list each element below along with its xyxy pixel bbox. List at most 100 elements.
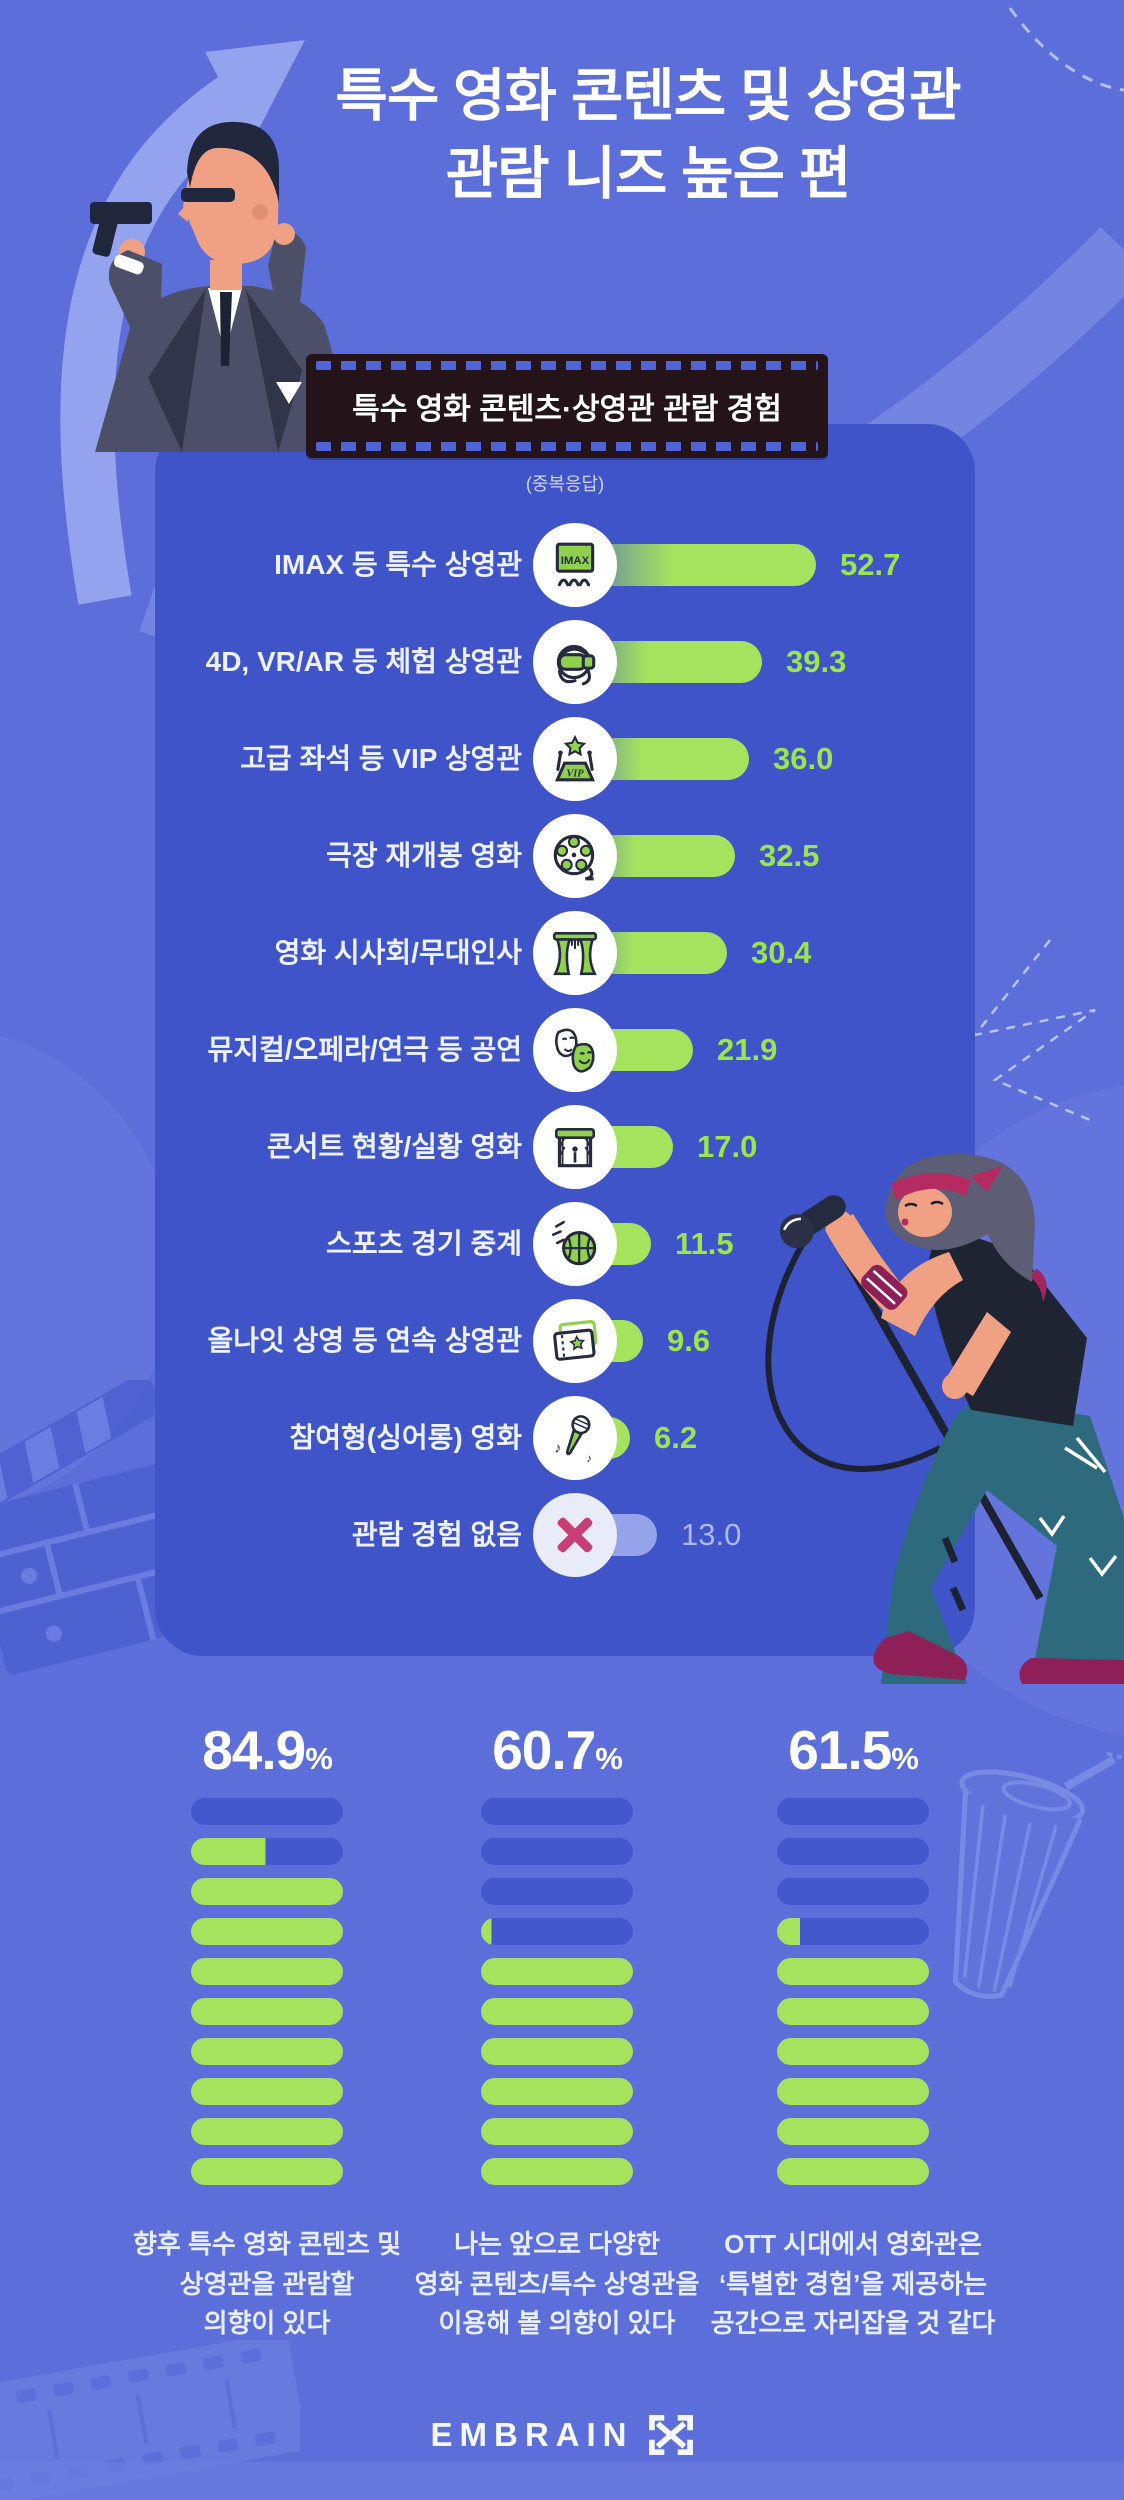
battery-pill	[191, 1918, 343, 1945]
category-row: IMAX 등 특수 상영관 52.7 IMAX	[0, 517, 1124, 613]
category-label: 고급 좌석 등 VIP 상영관	[240, 743, 522, 775]
battery-caption: OTT 시대에서 영화관은 ‘특별한 경험’을 제공하는 공간으로 자리잡을 것 같…	[693, 2225, 1013, 2344]
bottom-band-decoration	[0, 2462, 1124, 2500]
category-label: 올나잇 상영 등 연속 상영관	[207, 1325, 522, 1357]
category-value: 11.5	[675, 1226, 734, 1261]
battery-pill	[777, 1838, 929, 1865]
battery-percent-number: 61.5	[788, 1719, 892, 1781]
category-value: 17.0	[697, 1129, 758, 1164]
battery-caption-line: ‘특별한 경험’을 제공하는	[718, 2268, 988, 2299]
battery-pill	[191, 1798, 343, 1825]
svg-text:VIP: VIP	[566, 769, 584, 780]
battery-pill	[777, 1918, 929, 1945]
multiple-response-note: (중복응답)	[525, 474, 605, 494]
page-title-line2: 관람 니즈 높은 편	[445, 141, 852, 206]
battery-caption-line: 의향이 있다	[203, 2308, 331, 2339]
battery-pill	[481, 2158, 633, 2185]
category-label: 참여형(싱어롱) 영화	[289, 1422, 522, 1454]
vr-headset-icon	[533, 620, 617, 704]
battery-caption-line: 공간으로 자리잡을 것 같다	[710, 2308, 996, 2339]
section-badge-filmstrip: 특수 영화 콘텐츠·상영관 관람 경험	[306, 354, 828, 458]
battery-pill	[777, 1998, 929, 2025]
embrain-arrows-icon	[648, 2414, 693, 2456]
category-value: 32.5	[759, 838, 820, 873]
category-row: 콘서트 현황/실황 영화 17.0	[0, 1099, 1124, 1195]
stage-curtain-icon	[533, 911, 617, 995]
battery-pill	[191, 2078, 343, 2105]
category-value: 13.0	[681, 1517, 742, 1552]
battery-pill	[777, 2078, 929, 2105]
category-value: 30.4	[751, 935, 812, 970]
battery-pill	[191, 1878, 343, 1905]
category-row: 극장 재개봉 영화 32.5	[0, 808, 1124, 904]
battery-pill	[481, 1958, 633, 1985]
battery-pill	[191, 2038, 343, 2065]
battery-percent: 60.7%	[397, 1718, 717, 1782]
battery-percent-unit: %	[891, 1741, 919, 1776]
battery-caption-line: 이용해 볼 의향이 있다	[438, 2308, 676, 2339]
x-icon	[533, 1493, 617, 1577]
footer: EMBRAIN	[0, 2414, 1124, 2456]
basketball-icon	[533, 1202, 617, 1286]
category-label: 영화 시사회/무대인사	[274, 937, 522, 969]
battery-chart: 84.9% 향후 특수 영화 콘텐츠 및 상영관을 관람할 의향이 있다	[107, 1718, 427, 2344]
battery-pill	[481, 2078, 633, 2105]
battery-pill	[777, 2118, 929, 2145]
category-row: 4D, VR/AR 등 체험 상영관 39.3	[0, 614, 1124, 710]
ticket-icon	[533, 1299, 617, 1383]
imax-screen-icon: IMAX	[533, 523, 617, 607]
category-value: 6.2	[654, 1420, 698, 1455]
category-value: 9.6	[667, 1323, 711, 1358]
category-value: 39.3	[786, 644, 847, 679]
battery-pill	[481, 1998, 633, 2025]
battery-pill	[191, 1998, 343, 2025]
battery-pill	[481, 1918, 633, 1945]
filmstrip-sprockets-top	[316, 361, 818, 370]
microphone-icon: ♪ ♪	[533, 1396, 617, 1480]
battery-pill	[481, 1798, 633, 1825]
battery-percent: 84.9%	[107, 1718, 427, 1782]
theater-masks-icon	[533, 1008, 617, 1092]
filmstrip-sprockets-bottom	[316, 442, 818, 451]
category-label: 뮤지컬/오페라/연극 등 공연	[207, 1034, 522, 1066]
battery-pill	[191, 2158, 343, 2185]
battery-caption-line: 영화 콘텐츠/특수 상영관을	[414, 2268, 700, 2299]
battery-pill	[777, 1798, 929, 1825]
vip-seat-icon: VIP	[533, 717, 617, 801]
svg-text:IMAX: IMAX	[561, 555, 590, 567]
category-label: 콘서트 현황/실황 영화	[266, 1131, 522, 1163]
battery-pills	[191, 1798, 343, 2185]
svg-text:♪: ♪	[586, 1453, 592, 1465]
battery-percent-unit: %	[595, 1741, 623, 1776]
battery-percent-number: 60.7	[492, 1719, 596, 1781]
battery-pill	[481, 2038, 633, 2065]
battery-pill	[481, 1878, 633, 1905]
category-row: 참여형(싱어롱) 영화 6.2 ♪ ♪	[0, 1390, 1124, 1486]
battery-pill	[777, 2158, 929, 2185]
category-value: 21.9	[717, 1032, 778, 1067]
brand-logo-text: EMBRAIN	[430, 2416, 634, 2453]
battery-caption-line: 나는 앞으로 다양한	[454, 2229, 660, 2259]
battery-pill	[191, 2118, 343, 2145]
concert-stage-icon	[533, 1105, 617, 1189]
battery-percent-number: 84.9	[202, 1719, 306, 1781]
page-title-line1: 특수 영화 콘텐츠 및 상영관	[335, 64, 961, 128]
category-row: 뮤지컬/오페라/연극 등 공연 21.9	[0, 1002, 1124, 1098]
battery-pill	[481, 2118, 633, 2145]
battery-pills	[481, 1798, 633, 2185]
battery-pill	[777, 1958, 929, 1985]
film-reel-icon	[533, 814, 617, 898]
category-label: 극장 재개봉 영화	[326, 840, 522, 872]
battery-pill	[191, 1958, 343, 1985]
category-label: 스포츠 경기 중계	[326, 1228, 522, 1260]
battery-pill	[191, 1838, 343, 1865]
section-badge-label: 특수 영화 콘텐츠·상영관 관람 경험	[352, 393, 782, 426]
battery-caption-line: 상영관을 관람할	[179, 2268, 355, 2299]
page-title: 특수 영화 콘텐츠 및 상영관 관람 니즈 높은 편	[268, 58, 1028, 213]
battery-percent-unit: %	[305, 1741, 333, 1776]
battery-pill	[777, 1878, 929, 1905]
battery-caption: 향후 특수 영화 콘텐츠 및 상영관을 관람할 의향이 있다	[107, 2225, 427, 2344]
category-label: IMAX 등 특수 상영관	[274, 549, 522, 581]
